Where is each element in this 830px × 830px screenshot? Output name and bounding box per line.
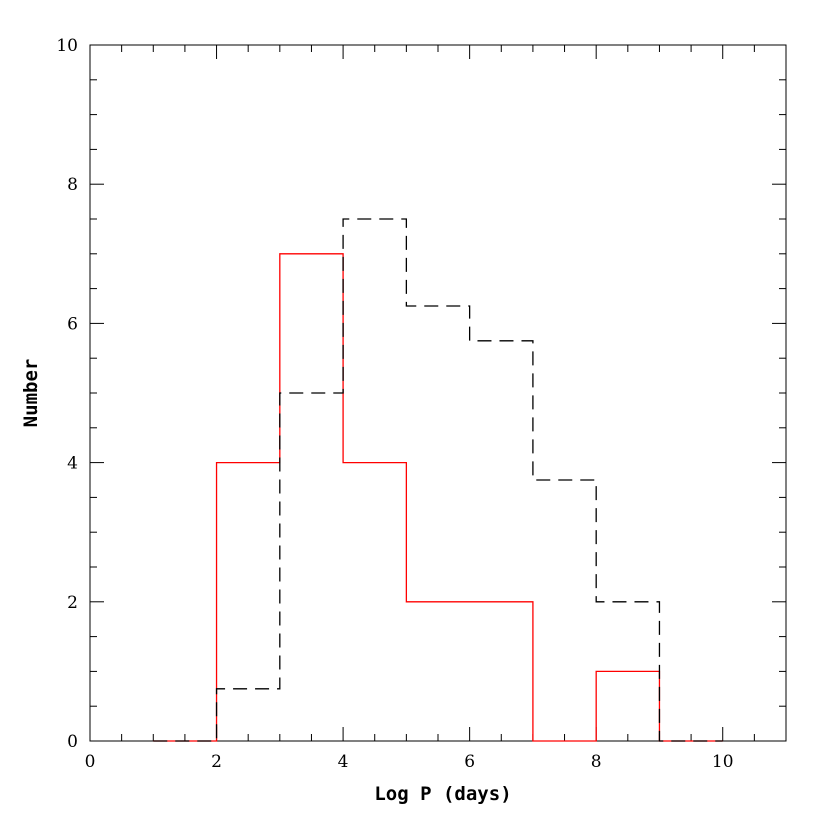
histogram-outline xyxy=(153,253,723,742)
y-tick-label: 6 xyxy=(67,314,78,334)
y-tick-label: 4 xyxy=(67,454,78,474)
x-tick-label: 0 xyxy=(85,752,96,772)
tick-labels: 0 2 4 6 8 10 0 2 4 6 8 10 xyxy=(56,36,733,772)
y-tick-label: 0 xyxy=(67,732,78,752)
axis-ticks xyxy=(89,44,787,742)
x-tick-label: 2 xyxy=(211,752,222,772)
series-group xyxy=(153,218,723,742)
plot-frame xyxy=(89,44,787,742)
series-solid xyxy=(153,253,723,742)
x-axis-label: Log P (days) xyxy=(374,783,511,805)
x-tick-label: 6 xyxy=(464,752,475,772)
histogram-outline xyxy=(153,218,723,742)
y-tick-label: 2 xyxy=(67,593,78,613)
x-tick-label: 4 xyxy=(338,752,349,772)
x-tick-label: 10 xyxy=(712,752,734,772)
x-tick-label: 8 xyxy=(591,752,602,772)
y-axis-label: Number xyxy=(20,359,42,428)
series-dashed xyxy=(153,218,723,742)
y-tick-label: 10 xyxy=(56,36,78,56)
y-tick-label: 8 xyxy=(67,175,78,195)
